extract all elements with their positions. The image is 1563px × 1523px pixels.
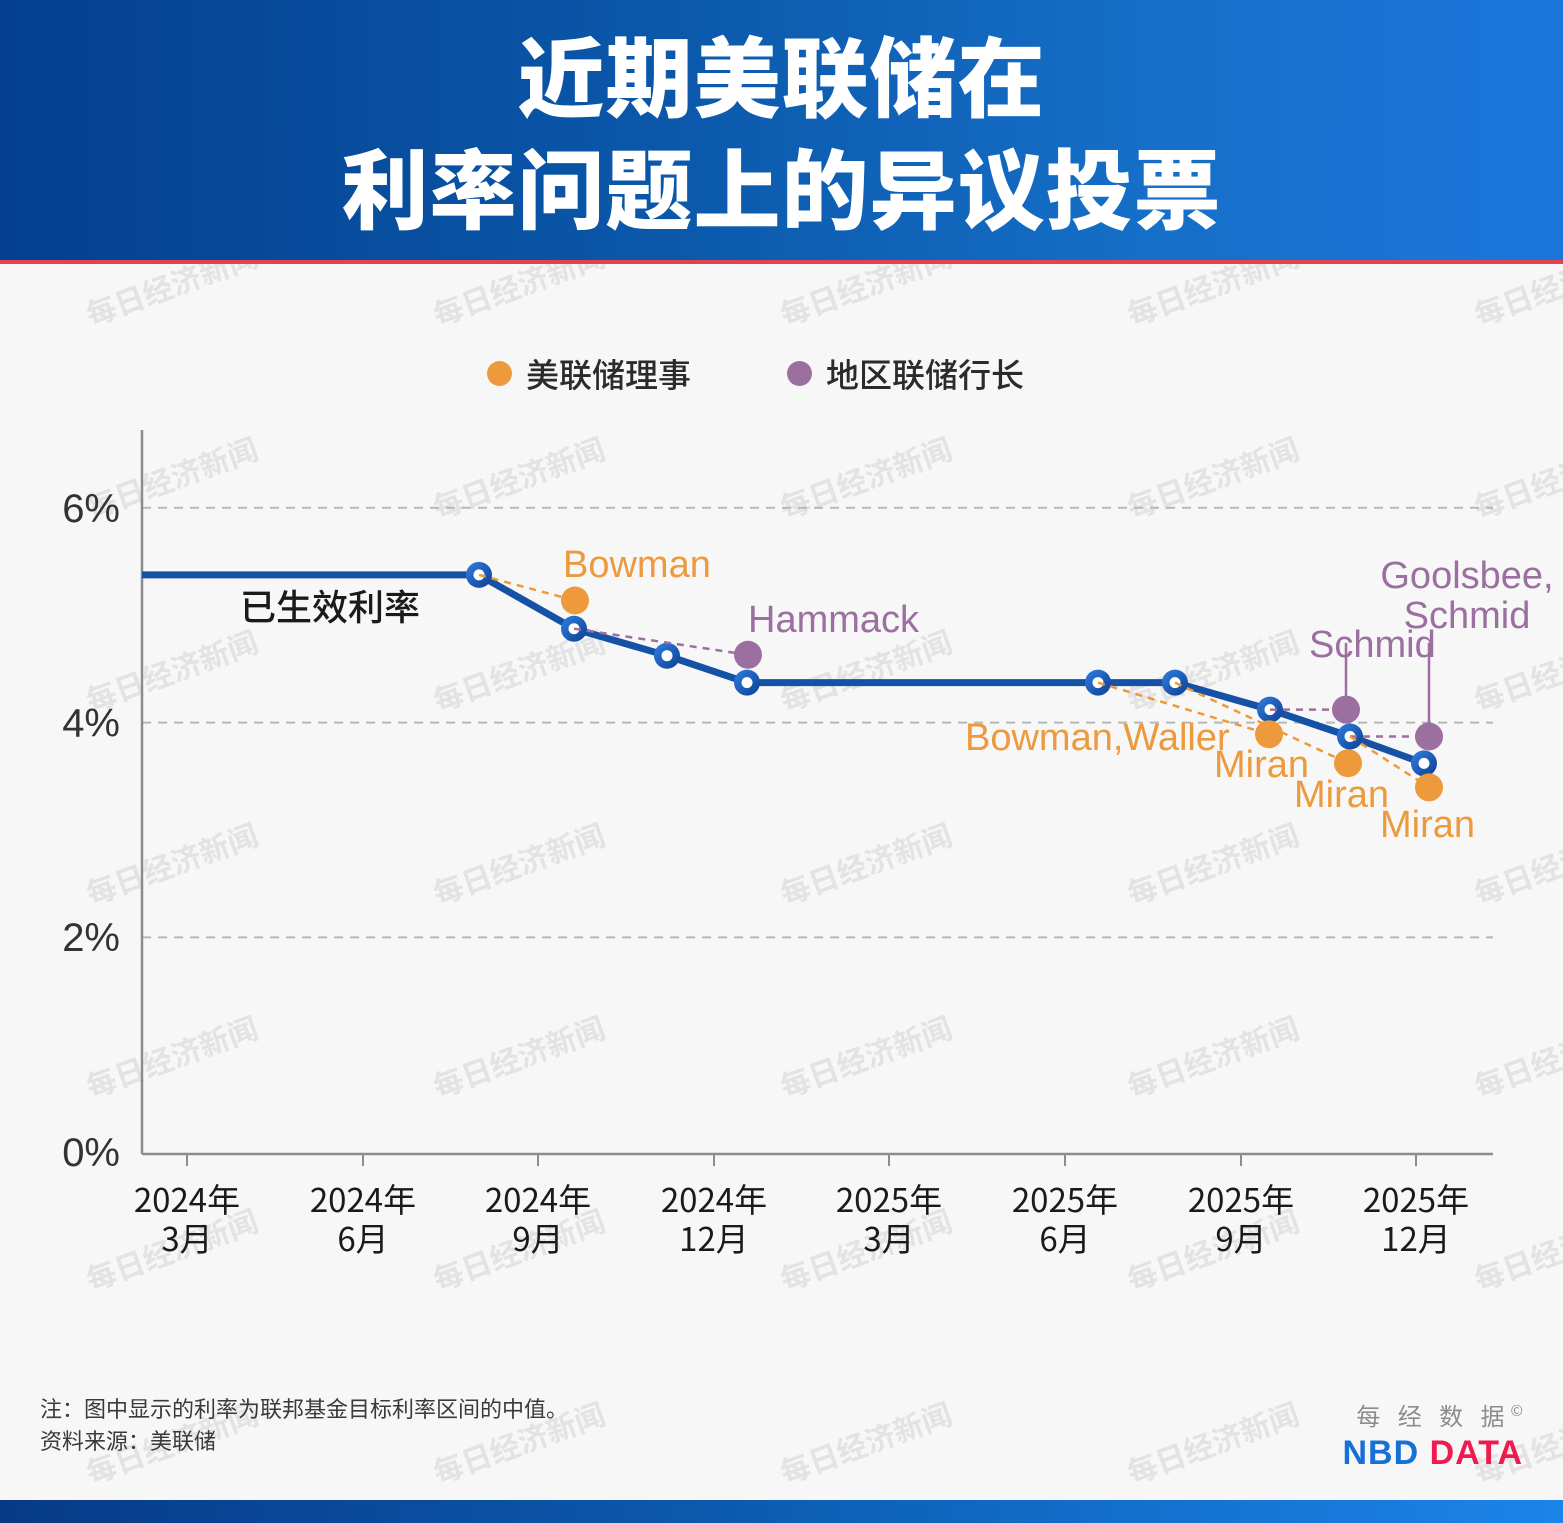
svg-text:6%: 6% xyxy=(62,487,120,531)
svg-text:4%: 4% xyxy=(62,702,120,746)
svg-text:Bowman: Bowman xyxy=(563,544,711,586)
svg-text:12月: 12月 xyxy=(679,1213,749,1261)
svg-text:Bowman,Waller: Bowman,Waller xyxy=(965,717,1230,759)
svg-text:Schmid: Schmid xyxy=(1404,595,1531,637)
svg-text:9月: 9月 xyxy=(512,1213,563,1261)
svg-text:已生效利率: 已生效利率 xyxy=(240,579,420,631)
svg-text:3月: 3月 xyxy=(161,1213,212,1261)
svg-text:12月: 12月 xyxy=(1381,1213,1451,1261)
svg-text:Miran: Miran xyxy=(1380,804,1475,846)
svg-text:Miran: Miran xyxy=(1294,774,1389,816)
svg-text:3月: 3月 xyxy=(863,1213,914,1261)
svg-text:6月: 6月 xyxy=(1039,1213,1090,1261)
svg-text:Goolsbee,: Goolsbee, xyxy=(1380,555,1553,597)
svg-text:9月: 9月 xyxy=(1215,1213,1266,1261)
svg-text:Hammack: Hammack xyxy=(748,599,920,641)
svg-text:6月: 6月 xyxy=(337,1213,388,1261)
svg-text:0%: 0% xyxy=(62,1131,120,1175)
svg-text:2%: 2% xyxy=(62,916,120,960)
